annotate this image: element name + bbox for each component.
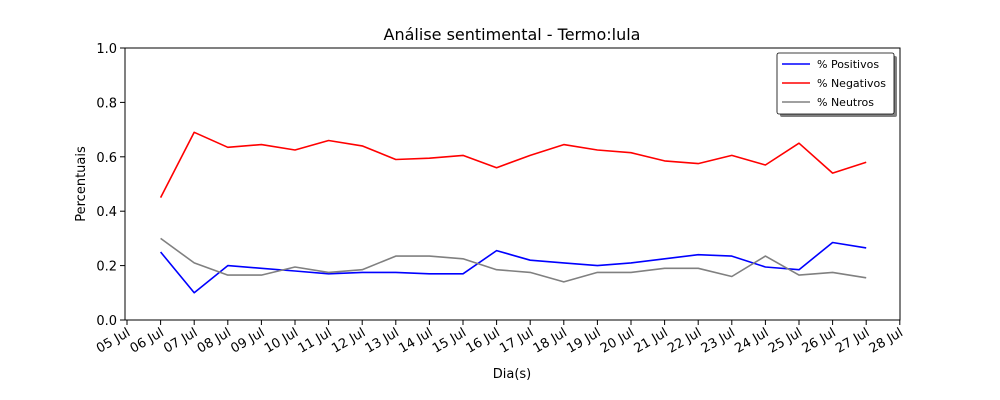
x-tick-label: 14 Jul bbox=[396, 325, 435, 356]
legend-box bbox=[776, 52, 895, 115]
y-tick-label: 0.0 bbox=[96, 314, 117, 329]
x-tick-label: 26 Jul bbox=[800, 325, 839, 356]
x-tick-label: 19 Jul bbox=[564, 325, 603, 356]
y-tick-label: 0.4 bbox=[96, 205, 117, 220]
x-tick-label: 23 Jul bbox=[699, 325, 738, 356]
plot-area-frame bbox=[124, 47, 901, 321]
x-tick-label: 12 Jul bbox=[329, 325, 368, 356]
y-tick-label: 0.6 bbox=[96, 151, 117, 166]
x-tick-label: 15 Jul bbox=[430, 325, 469, 356]
x-tick-label: 24 Jul bbox=[732, 325, 771, 356]
series-lines bbox=[159, 131, 867, 294]
x-tick-label: 25 Jul bbox=[766, 325, 805, 356]
legend-entry: % Neutros bbox=[817, 96, 874, 109]
y-tick-label: 0.8 bbox=[96, 96, 117, 111]
x-tick-label: 27 Jul bbox=[833, 325, 872, 356]
y-axis: 0.0 0.2 0.4 0.6 0.8 1.0 bbox=[96, 42, 125, 329]
y-tick-label: 1.0 bbox=[96, 42, 117, 57]
series-line-3 bbox=[160, 237, 867, 283]
x-tick-label: 28 Jul bbox=[867, 325, 906, 356]
x-tick-label: 08 Jul bbox=[195, 325, 234, 356]
chart-title: Análise sentimental - Termo:lula bbox=[384, 25, 641, 44]
x-tick-label: 09 Jul bbox=[228, 325, 267, 356]
x-axis-label: Dia(s) bbox=[493, 367, 532, 382]
x-tick-label: 07 Jul bbox=[161, 325, 200, 356]
x-tick-label: 17 Jul bbox=[497, 325, 536, 356]
x-tick-label: 20 Jul bbox=[598, 325, 637, 356]
x-tick-label: 22 Jul bbox=[665, 325, 704, 356]
x-tick-label: 13 Jul bbox=[363, 325, 402, 356]
x-tick-label: 21 Jul bbox=[632, 325, 671, 356]
x-tick-label: 10 Jul bbox=[262, 325, 301, 356]
legend-entry: % Positivos bbox=[817, 58, 879, 71]
x-tick-label: 18 Jul bbox=[531, 325, 570, 356]
x-tick-label: 16 Jul bbox=[464, 325, 503, 356]
series-line-1 bbox=[159, 241, 867, 294]
y-axis-label: Percentuais bbox=[74, 146, 89, 222]
series-line-2 bbox=[159, 131, 867, 198]
x-tick-label: 06 Jul bbox=[128, 325, 167, 356]
legend: % Positivos % Negativos % Neutros bbox=[776, 52, 897, 117]
x-tick-label: 11 Jul bbox=[296, 325, 335, 356]
y-tick-label: 0.2 bbox=[96, 260, 117, 275]
legend-entry: % Negativos bbox=[817, 77, 886, 90]
x-tick-label: 05 Jul bbox=[94, 325, 133, 356]
